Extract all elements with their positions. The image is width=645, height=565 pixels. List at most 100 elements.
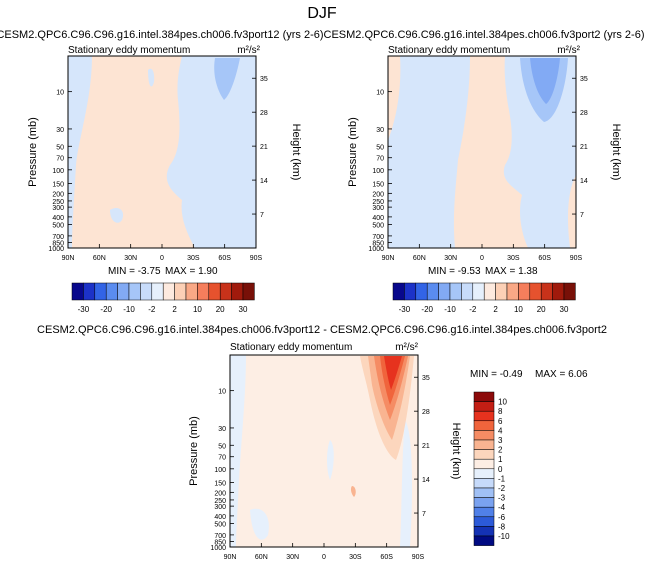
colorbar-label: 6: [498, 417, 503, 426]
panel-left-label: Stationary eddy momentum: [230, 342, 352, 353]
negative-region: [214, 58, 240, 100]
colorbar-swatch: [473, 439, 495, 450]
colorbar-label: -2: [148, 305, 156, 314]
panel-units: m²/s²: [395, 342, 418, 353]
colorbar-label: -1: [498, 474, 506, 483]
pressure-tick-label: 500: [52, 222, 64, 229]
colorbar-swatch: [117, 282, 130, 301]
min-label: MIN = -0.49: [470, 369, 523, 380]
colorbar-swatch: [140, 282, 153, 301]
pressure-tick-label: 150: [214, 481, 226, 488]
height-axis: 35 28 21 14 7: [414, 375, 430, 518]
pressure-tick-label: 400: [52, 215, 64, 222]
negative-region: [148, 68, 155, 87]
colorbar-label: 8: [498, 407, 503, 416]
y-axis-label-right: Height (km): [290, 124, 302, 181]
colorbar-swatch: [151, 282, 164, 301]
pressure-tick-label: 250: [52, 199, 64, 206]
pressure-tick-label: 400: [372, 215, 384, 222]
colorbar-swatch: [540, 282, 553, 301]
pressure-tick-label: 50: [56, 144, 64, 151]
pressure-tick-label: 50: [376, 144, 384, 151]
y-axis-label: Pressure (mb): [27, 117, 39, 187]
colorbar-swatch: [231, 282, 244, 301]
pressure-tick-label: 300: [214, 504, 226, 511]
latitude-axis: 90N 60N 30N 0 30S 60S 90S: [62, 244, 263, 262]
panel-left-label: Stationary eddy momentum: [68, 45, 190, 56]
colorbar-label: -30: [78, 305, 90, 314]
colorbar-swatch: [174, 282, 187, 301]
latitude-tick-label: 0: [322, 554, 326, 561]
height-tick-label: 35: [580, 76, 588, 83]
pressure-tick-label: 850: [214, 539, 226, 546]
contour-field: [388, 56, 576, 248]
pressure-tick-label: 70: [56, 156, 64, 163]
colorbar-swatch: [473, 449, 495, 460]
colorbar-swatch: [473, 506, 495, 518]
colorbar-swatch: [219, 282, 232, 301]
colorbar-label: -3: [498, 494, 506, 503]
pressure-tick-label: 150: [52, 182, 64, 189]
colorbar-swatch: [473, 458, 495, 470]
colorbar-label: -6: [498, 513, 506, 522]
colorbar-swatch: [483, 282, 496, 301]
latitude-tick-label: 60N: [93, 255, 106, 262]
colorbar-swatch: [438, 282, 451, 301]
colorbar-swatch: [473, 430, 495, 441]
pressure-tick-label: 850: [52, 240, 64, 247]
pressure-tick-label: 700: [372, 234, 384, 241]
colorbar-swatch: [208, 282, 221, 301]
colorbar-swatch: [473, 478, 495, 489]
panel-units: m²/s²: [557, 45, 580, 56]
pressure-tick-label: 10: [218, 389, 226, 396]
latitude-tick-label: 0: [160, 255, 164, 262]
height-axis: 35 28 21 14 7: [252, 76, 268, 219]
colorbar-swatch: [449, 282, 462, 301]
colorbar-swatch: [426, 282, 439, 301]
colorbar-label: -10: [123, 305, 135, 314]
panel-title: CESM2.QPC6.C96.C96.g16.intel.384pes.ch00…: [0, 29, 324, 41]
negative-region: [327, 440, 334, 480]
max-label: MAX = 1.38: [485, 266, 538, 277]
colorbar-label: -10: [498, 532, 510, 541]
colorbar-label: 30: [560, 305, 569, 314]
colorbar-swatch: [185, 282, 198, 301]
colorbar-swatch: [529, 282, 542, 301]
colorbar-label: 30: [239, 305, 248, 314]
pressure-tick-label: 1000: [210, 545, 226, 552]
panel-title: CESM2.QPC6.C96.C96.g16.intel.384pes.ch00…: [324, 29, 645, 41]
colorbar-label: -10: [444, 305, 456, 314]
pressure-tick-label: 700: [214, 533, 226, 540]
colorbar-label: -8: [498, 522, 506, 531]
y-axis-label-right: Height (km): [450, 423, 462, 480]
pressure-tick-label: 1000: [368, 246, 384, 253]
colorbar-swatch: [506, 282, 519, 301]
pressure-tick-label: 150: [372, 182, 384, 189]
pressure-tick-label: 700: [52, 234, 64, 241]
positive-region: [482, 158, 498, 187]
height-tick-label: 21: [422, 443, 430, 450]
height-tick-label: 7: [260, 212, 264, 219]
pressure-tick-label: 400: [214, 514, 226, 521]
latitude-tick-label: 90S: [412, 554, 425, 561]
height-tick-label: 7: [422, 511, 426, 518]
colorbar-label: 2: [172, 305, 177, 314]
colorbar-swatch: [473, 526, 495, 537]
pressure-tick-label: 200: [372, 191, 384, 198]
colorbar-swatch: [473, 391, 495, 402]
latitude-tick-label: 30N: [444, 255, 457, 262]
max-label: MAX = 6.06: [535, 369, 588, 380]
colorbar-label: -20: [100, 305, 112, 314]
latitude-tick-label: 90N: [224, 554, 237, 561]
latitude-tick-label: 30S: [187, 255, 200, 262]
colorbar-swatch: [162, 282, 175, 301]
colorbar-swatch: [563, 282, 576, 301]
y-axis-label: Pressure (mb): [188, 416, 200, 486]
positive-region: [350, 486, 356, 497]
max-label: MAX = 1.90: [165, 266, 218, 277]
height-tick-label: 35: [260, 76, 268, 83]
pressure-tick-label: 500: [214, 521, 226, 528]
